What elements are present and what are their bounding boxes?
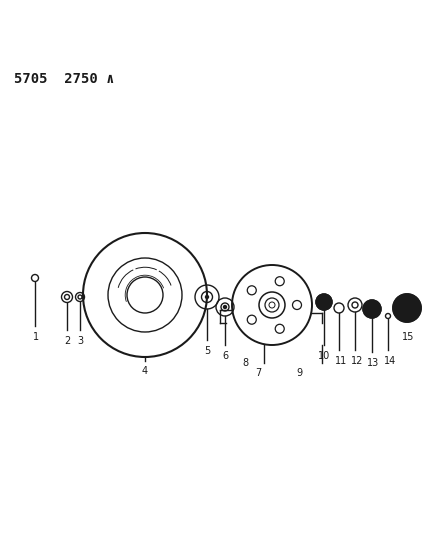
Text: 1: 1 — [33, 332, 39, 342]
Text: 11: 11 — [335, 356, 347, 366]
Circle shape — [393, 294, 421, 322]
Text: 4: 4 — [142, 366, 148, 376]
Text: 10: 10 — [318, 351, 330, 361]
Text: 7: 7 — [255, 368, 261, 378]
Text: 2: 2 — [64, 336, 70, 346]
Circle shape — [316, 294, 332, 310]
Text: 5: 5 — [204, 346, 210, 356]
Circle shape — [205, 295, 208, 298]
Text: 13: 13 — [367, 358, 379, 368]
Circle shape — [223, 305, 226, 309]
Text: 14: 14 — [384, 356, 396, 366]
Text: 5705  2750 ∧: 5705 2750 ∧ — [14, 72, 115, 86]
Text: 15: 15 — [402, 332, 414, 342]
Text: 8: 8 — [242, 358, 248, 368]
Text: 9: 9 — [296, 368, 302, 378]
Text: 3: 3 — [77, 336, 83, 346]
Text: 6: 6 — [222, 351, 228, 361]
Circle shape — [363, 300, 381, 318]
Text: 12: 12 — [351, 356, 363, 366]
